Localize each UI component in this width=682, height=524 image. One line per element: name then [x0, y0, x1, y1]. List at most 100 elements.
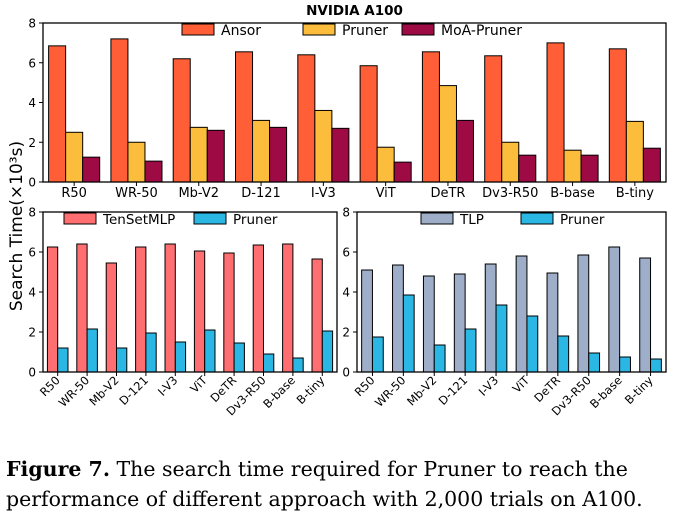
bar-ansor-d-121 — [235, 51, 254, 183]
x-tick-label: R50 — [61, 186, 87, 201]
bar-pruner-d-121 — [145, 332, 157, 373]
bar-pruner-d-121 — [252, 119, 271, 183]
y-tick-label: 8 — [342, 206, 350, 220]
bar-tlp-detr — [546, 272, 559, 373]
bar-pruner-mb-v2 — [189, 126, 208, 183]
legend-label-pruner: Pruner — [342, 23, 388, 39]
bar-moa-pruner-b-base — [580, 154, 599, 183]
y-tick-label: 6 — [342, 246, 350, 260]
bar-pruner-mb-v2 — [116, 347, 128, 373]
legend-label-tlp: TLP — [459, 212, 484, 228]
caption-text: The search time required for Pruner to r… — [6, 457, 643, 511]
bar-tlp-r50 — [361, 269, 373, 373]
x-tick-label: D-121 — [116, 373, 151, 408]
y-tick-label: 2 — [28, 326, 36, 340]
bar-tlp-vit — [515, 255, 528, 373]
y-tick-label: 4 — [342, 286, 350, 300]
legend-label-tensetmlp: TenSetMLP — [102, 212, 175, 228]
caption-label: Figure 7. — [6, 457, 110, 481]
bar-pruner-i-v3 — [495, 304, 508, 373]
x-tick-label: D-121 — [436, 373, 471, 408]
bar-moa-pruner-i-v3 — [331, 127, 350, 183]
bar-tlp-wr-50 — [392, 264, 404, 373]
x-tick-label: ViT — [510, 373, 533, 396]
y-tick-label: 4 — [28, 96, 36, 110]
bar-pruner-i-v3 — [314, 109, 333, 183]
bar-tensetmlp-wr-50 — [76, 243, 88, 373]
legend-swatch-ansor — [181, 23, 215, 36]
bar-tensetmlp-mb-v2 — [105, 262, 117, 373]
y-tick-label: 0 — [28, 366, 36, 380]
x-tick-label: DeTR — [430, 186, 465, 201]
bar-pruner-d-121 — [464, 328, 477, 373]
bar-ansor-b-tiny — [608, 48, 627, 183]
x-tick-label: I-V3 — [476, 373, 502, 399]
x-tick-label: ViT — [376, 186, 396, 201]
bar-pruner-wr-50 — [86, 328, 98, 373]
bar-pruner-b-tiny — [650, 358, 662, 373]
bar-pruner-detr — [557, 335, 570, 373]
legend-swatch-tlp — [420, 212, 454, 225]
legend-swatch-pruner — [193, 212, 227, 225]
x-tick-label: B-tiny — [616, 186, 655, 201]
x-tick-label: ViT — [187, 373, 210, 396]
bar-pruner-vit — [204, 329, 216, 373]
bar-pruner-dv3-r50 — [263, 353, 275, 373]
y-tick-label: 6 — [28, 246, 36, 260]
bar-moa-pruner-mb-v2 — [206, 129, 225, 183]
bar-tlp-d-121 — [453, 273, 466, 373]
legend-label-pruner: Pruner — [233, 212, 278, 228]
legend-swatch-moa-pruner — [401, 23, 435, 36]
bar-tensetmlp-d-121 — [135, 246, 147, 373]
bar-pruner-b-base — [619, 356, 631, 373]
bar-pruner-b-tiny — [321, 330, 334, 373]
bar-ansor-b-base — [546, 42, 565, 183]
bar-moa-pruner-r50 — [82, 156, 101, 183]
bar-tlp-b-base — [608, 246, 621, 373]
bar-tlp-dv3-r50 — [577, 254, 590, 373]
y-axis-label: Search Time(×10³s) — [7, 141, 27, 311]
bar-tensetmlp-detr — [223, 252, 235, 373]
x-tick-label: B-tiny — [294, 373, 328, 407]
bar-ansor-r50 — [48, 45, 67, 183]
bar-pruner-b-base — [563, 149, 582, 183]
bar-pruner-r50 — [65, 131, 84, 183]
x-tick-label: WR-50 — [372, 373, 409, 410]
bar-pruner-b-base — [292, 357, 304, 373]
bar-pruner-i-v3 — [174, 341, 187, 373]
legend-swatch-pruner — [302, 23, 336, 36]
bar-tlp-i-v3 — [484, 263, 497, 373]
legend-swatch-tensetmlp — [63, 212, 97, 225]
bar-tlp-mb-v2 — [422, 275, 435, 373]
chart-top-ansor-pruner-moa: 0 2 4 6 8 R50 WR-50 Mb-V2 D-121 I-V3 ViT DeTR Dv3-R5… — [28, 3, 667, 201]
bar-ansor-vit — [359, 65, 378, 183]
x-tick-label: I-V3 — [155, 373, 181, 399]
chart-title: NVIDIA A100 — [306, 3, 403, 19]
x-tick-label: B-base — [260, 373, 298, 411]
bar-tensetmlp-b-tiny — [311, 258, 323, 373]
bar-pruner-dv3-r50 — [588, 352, 601, 373]
bar-moa-pruner-detr — [455, 119, 474, 183]
x-tick-label: Mb-V2 — [178, 186, 219, 201]
bar-pruner-vit — [376, 146, 395, 183]
y-tick-label: 6 — [28, 56, 36, 70]
bar-ansor-dv3-r50 — [484, 55, 503, 183]
bar-pruner-wr-50 — [127, 141, 146, 183]
bar-pruner-mb-v2 — [433, 344, 446, 373]
bar-moa-pruner-b-tiny — [642, 147, 661, 183]
bar-tensetmlp-vit — [193, 250, 206, 373]
bar-tlp-b-tiny — [639, 257, 652, 373]
bar-moa-pruner-dv3-r50 — [518, 154, 537, 183]
figure-caption: Figure 7. The search time required for P… — [6, 454, 680, 514]
y-tick-label: 4 — [28, 286, 36, 300]
bar-moa-pruner-vit — [393, 161, 412, 183]
y-tick-label: 0 — [28, 176, 36, 190]
bar-pruner-wr-50 — [402, 294, 415, 373]
bar-tensetmlp-b-base — [282, 243, 294, 373]
x-tick-label: B-tiny — [622, 373, 656, 407]
x-tick-label: B-base — [550, 186, 595, 201]
legend-label-pruner: Pruner — [560, 212, 605, 228]
x-tick-label: Dv3-R50 — [482, 186, 538, 201]
